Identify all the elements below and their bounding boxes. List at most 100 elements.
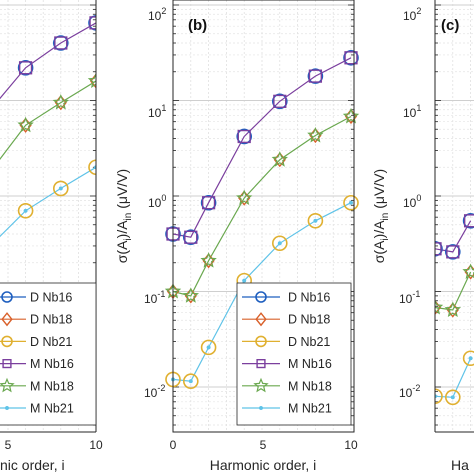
x-tick-0-b: 0 xyxy=(170,438,177,452)
series-line-m-nb18 xyxy=(172,115,352,297)
x-axis-label-c: Ha xyxy=(451,457,469,473)
legend-entry: M Nb21 xyxy=(242,402,332,416)
data-point-d-nb21 xyxy=(200,339,217,356)
legend-marker xyxy=(256,359,266,369)
y-tick-label: 101 xyxy=(148,103,166,120)
data-point-d-nb16 xyxy=(236,128,252,145)
y-tick-label: 100 xyxy=(403,193,421,210)
y-axis-label-c: σ(Ai)/Ain (μV/V) xyxy=(371,169,391,263)
data-point-m-nb18 xyxy=(271,151,288,167)
y-tick-label: 10-2 xyxy=(399,383,420,400)
data-point-m-nb18 xyxy=(462,263,474,279)
plot-area-c xyxy=(435,0,474,432)
legend-label: M Nb16 xyxy=(30,357,74,371)
legend-entry: D Nb16 xyxy=(242,291,330,305)
series-markers-c xyxy=(435,212,474,406)
legend-label: D Nb18 xyxy=(30,313,72,327)
legend-marker xyxy=(4,405,10,411)
data-point-d-nb21 xyxy=(17,202,34,219)
legend-marker xyxy=(1,291,13,303)
data-point-m-nb18 xyxy=(435,298,444,315)
data-point-m-nb18 xyxy=(17,116,34,133)
data-point-m-nb18 xyxy=(200,252,217,268)
data-point-d-nb16 xyxy=(17,59,34,76)
legend-label: D Nb16 xyxy=(288,291,330,305)
data-point-d-nb21 xyxy=(444,389,461,406)
legend-entry: D Nb16 xyxy=(0,291,72,305)
data-point-m-nb21 xyxy=(58,186,63,191)
legend-b: D Nb16 D Nb18 D Nb21 M Nb16 M Nb18 M Nb21 xyxy=(236,282,352,426)
legend-entry: D Nb21 xyxy=(0,335,72,349)
data-point-d-nb21 xyxy=(462,350,474,367)
legend-label: D Nb16 xyxy=(30,291,72,305)
y-tick-label: 102 xyxy=(403,6,421,23)
legend-label: M Nb18 xyxy=(288,379,332,393)
series-line-m-nb16 xyxy=(172,57,352,238)
data-point-m-nb21 xyxy=(206,345,211,350)
panel-label-b: (b) xyxy=(188,17,207,34)
x-tick-10-b: 10 xyxy=(344,438,358,452)
series-line-m-nb16 xyxy=(0,22,96,100)
y-tick-label: 10-2 xyxy=(144,383,165,400)
y-tick-label: 10-1 xyxy=(144,289,165,306)
data-point-m-nb18 xyxy=(342,107,360,124)
data-point-d-nb21 xyxy=(435,388,443,405)
data-point-d-nb16 xyxy=(200,194,217,211)
y-tick-label: 100 xyxy=(148,193,166,210)
legend-entry: M Nb16 xyxy=(242,357,332,371)
legend-entry: D Nb21 xyxy=(242,335,330,349)
data-point-m-nb16 xyxy=(54,36,68,50)
legend-entry: M Nb21 xyxy=(0,402,74,416)
legend-entry: D Nb18 xyxy=(242,312,330,327)
legend-a: D Nb16 D Nb18 D Nb21 M Nb16 M Nb18 M Nb21 xyxy=(0,282,97,426)
data-point-d-nb21 xyxy=(88,159,96,176)
legend-box-a xyxy=(0,282,97,426)
panel-label-c: (c) xyxy=(441,17,459,34)
data-point-m-nb21 xyxy=(23,208,28,213)
data-point-d-nb21 xyxy=(183,373,199,390)
data-point-m-nb18 xyxy=(307,126,324,143)
legend-label: M Nb21 xyxy=(288,402,332,416)
data-point-m-nb16 xyxy=(273,94,287,108)
data-point-m-nb21 xyxy=(242,278,247,283)
series-line-m-nb21 xyxy=(0,166,96,238)
x-tick-5-b: 5 xyxy=(260,438,267,452)
y-tick-label: 101 xyxy=(403,103,421,120)
data-point-m-nb16 xyxy=(344,51,358,65)
panel-c: (c) 102 101 100 10-1 10-2 σ(Ai)/Ain (μV/… xyxy=(371,0,474,473)
data-point-m-nb16 xyxy=(446,245,460,259)
y-axis-label-b: σ(Ai)/Ain (μV/V) xyxy=(114,169,134,263)
x-axis-label-b: Harmonic order, i xyxy=(210,457,317,473)
x-tick-5-a: 5 xyxy=(5,438,12,452)
y-tick-label: 102 xyxy=(148,6,166,23)
data-point-m-nb16 xyxy=(308,69,323,83)
legend-marker xyxy=(253,377,269,393)
legend-marker xyxy=(258,405,264,411)
legend-marker xyxy=(1,335,13,348)
data-point-m-nb16 xyxy=(237,129,251,144)
data-point-d-nb16 xyxy=(88,15,96,31)
data-point-m-nb16 xyxy=(184,230,198,244)
legend-marker xyxy=(255,335,267,348)
y-tick-labels-c: 102 101 100 10-1 10-2 xyxy=(399,6,421,400)
legend-marker xyxy=(0,377,15,393)
series-markers-b xyxy=(164,49,360,390)
legend-entry: M Nb18 xyxy=(242,377,332,393)
data-point-d-nb16 xyxy=(52,35,69,51)
y-tick-labels-b: 102 101 100 10-1 10-2 xyxy=(144,6,166,400)
data-point-d-nb16 xyxy=(435,240,443,257)
data-point-m-nb18 xyxy=(235,189,253,206)
x-tick-10-a: 10 xyxy=(89,438,103,452)
data-point-m-nb18 xyxy=(52,94,70,110)
legend-label: D Nb18 xyxy=(288,313,330,327)
axes-box-b xyxy=(172,0,355,433)
legend-marker xyxy=(255,291,267,303)
data-point-m-nb16 xyxy=(435,242,442,256)
data-point-m-nb16 xyxy=(463,214,474,228)
legend-entry: M Nb16 xyxy=(0,357,74,371)
data-point-d-nb16 xyxy=(444,244,461,260)
legend-marker xyxy=(1,312,13,327)
panel-a: D Nb16 D Nb18 D Nb21 M Nb16 M Nb18 M Nb21 5 1… xyxy=(0,0,103,473)
data-point-m-nb21 xyxy=(468,356,473,361)
data-point-m-nb21 xyxy=(277,241,282,246)
